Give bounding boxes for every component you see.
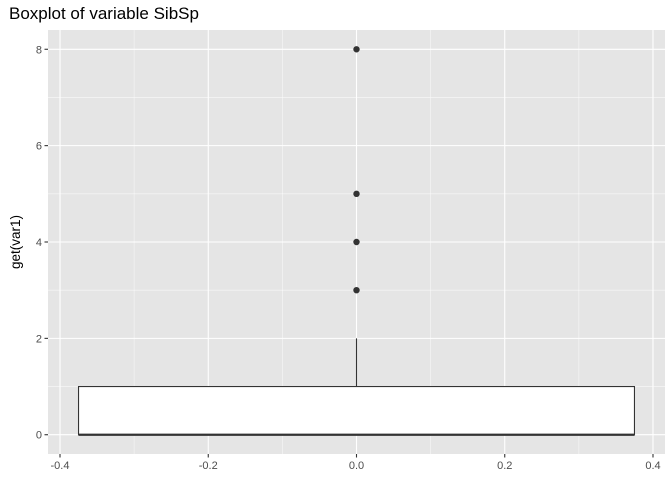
x-tick-label: 0.2 [497, 460, 512, 472]
outlier-point [353, 286, 360, 294]
outlier-point [353, 238, 360, 246]
x-tick-label: 0.0 [349, 460, 364, 472]
y-tick-label: 2 [36, 333, 42, 345]
x-axis: -0.4 -0.2 0.0 0.2 0.4 [51, 454, 661, 472]
outlier-points [353, 46, 360, 294]
y-axis: 0 2 4 6 8 [36, 44, 48, 442]
outlier-point [353, 190, 360, 198]
y-tick-label: 4 [36, 237, 42, 249]
y-tick-label: 8 [36, 44, 42, 56]
box-iqr [77, 385, 636, 436]
y-tick-label: 0 [36, 430, 42, 442]
chart-title: Boxplot of variable SibSp [9, 4, 199, 23]
outlier-point [353, 46, 360, 53]
y-axis-title: get(var1) [8, 215, 23, 269]
y-tick-label: 6 [36, 141, 42, 153]
x-tick-label: 0.4 [645, 460, 660, 472]
boxplot [77, 338, 636, 436]
x-tick-label: -0.4 [51, 460, 70, 472]
x-tick-label: -0.2 [199, 460, 218, 472]
